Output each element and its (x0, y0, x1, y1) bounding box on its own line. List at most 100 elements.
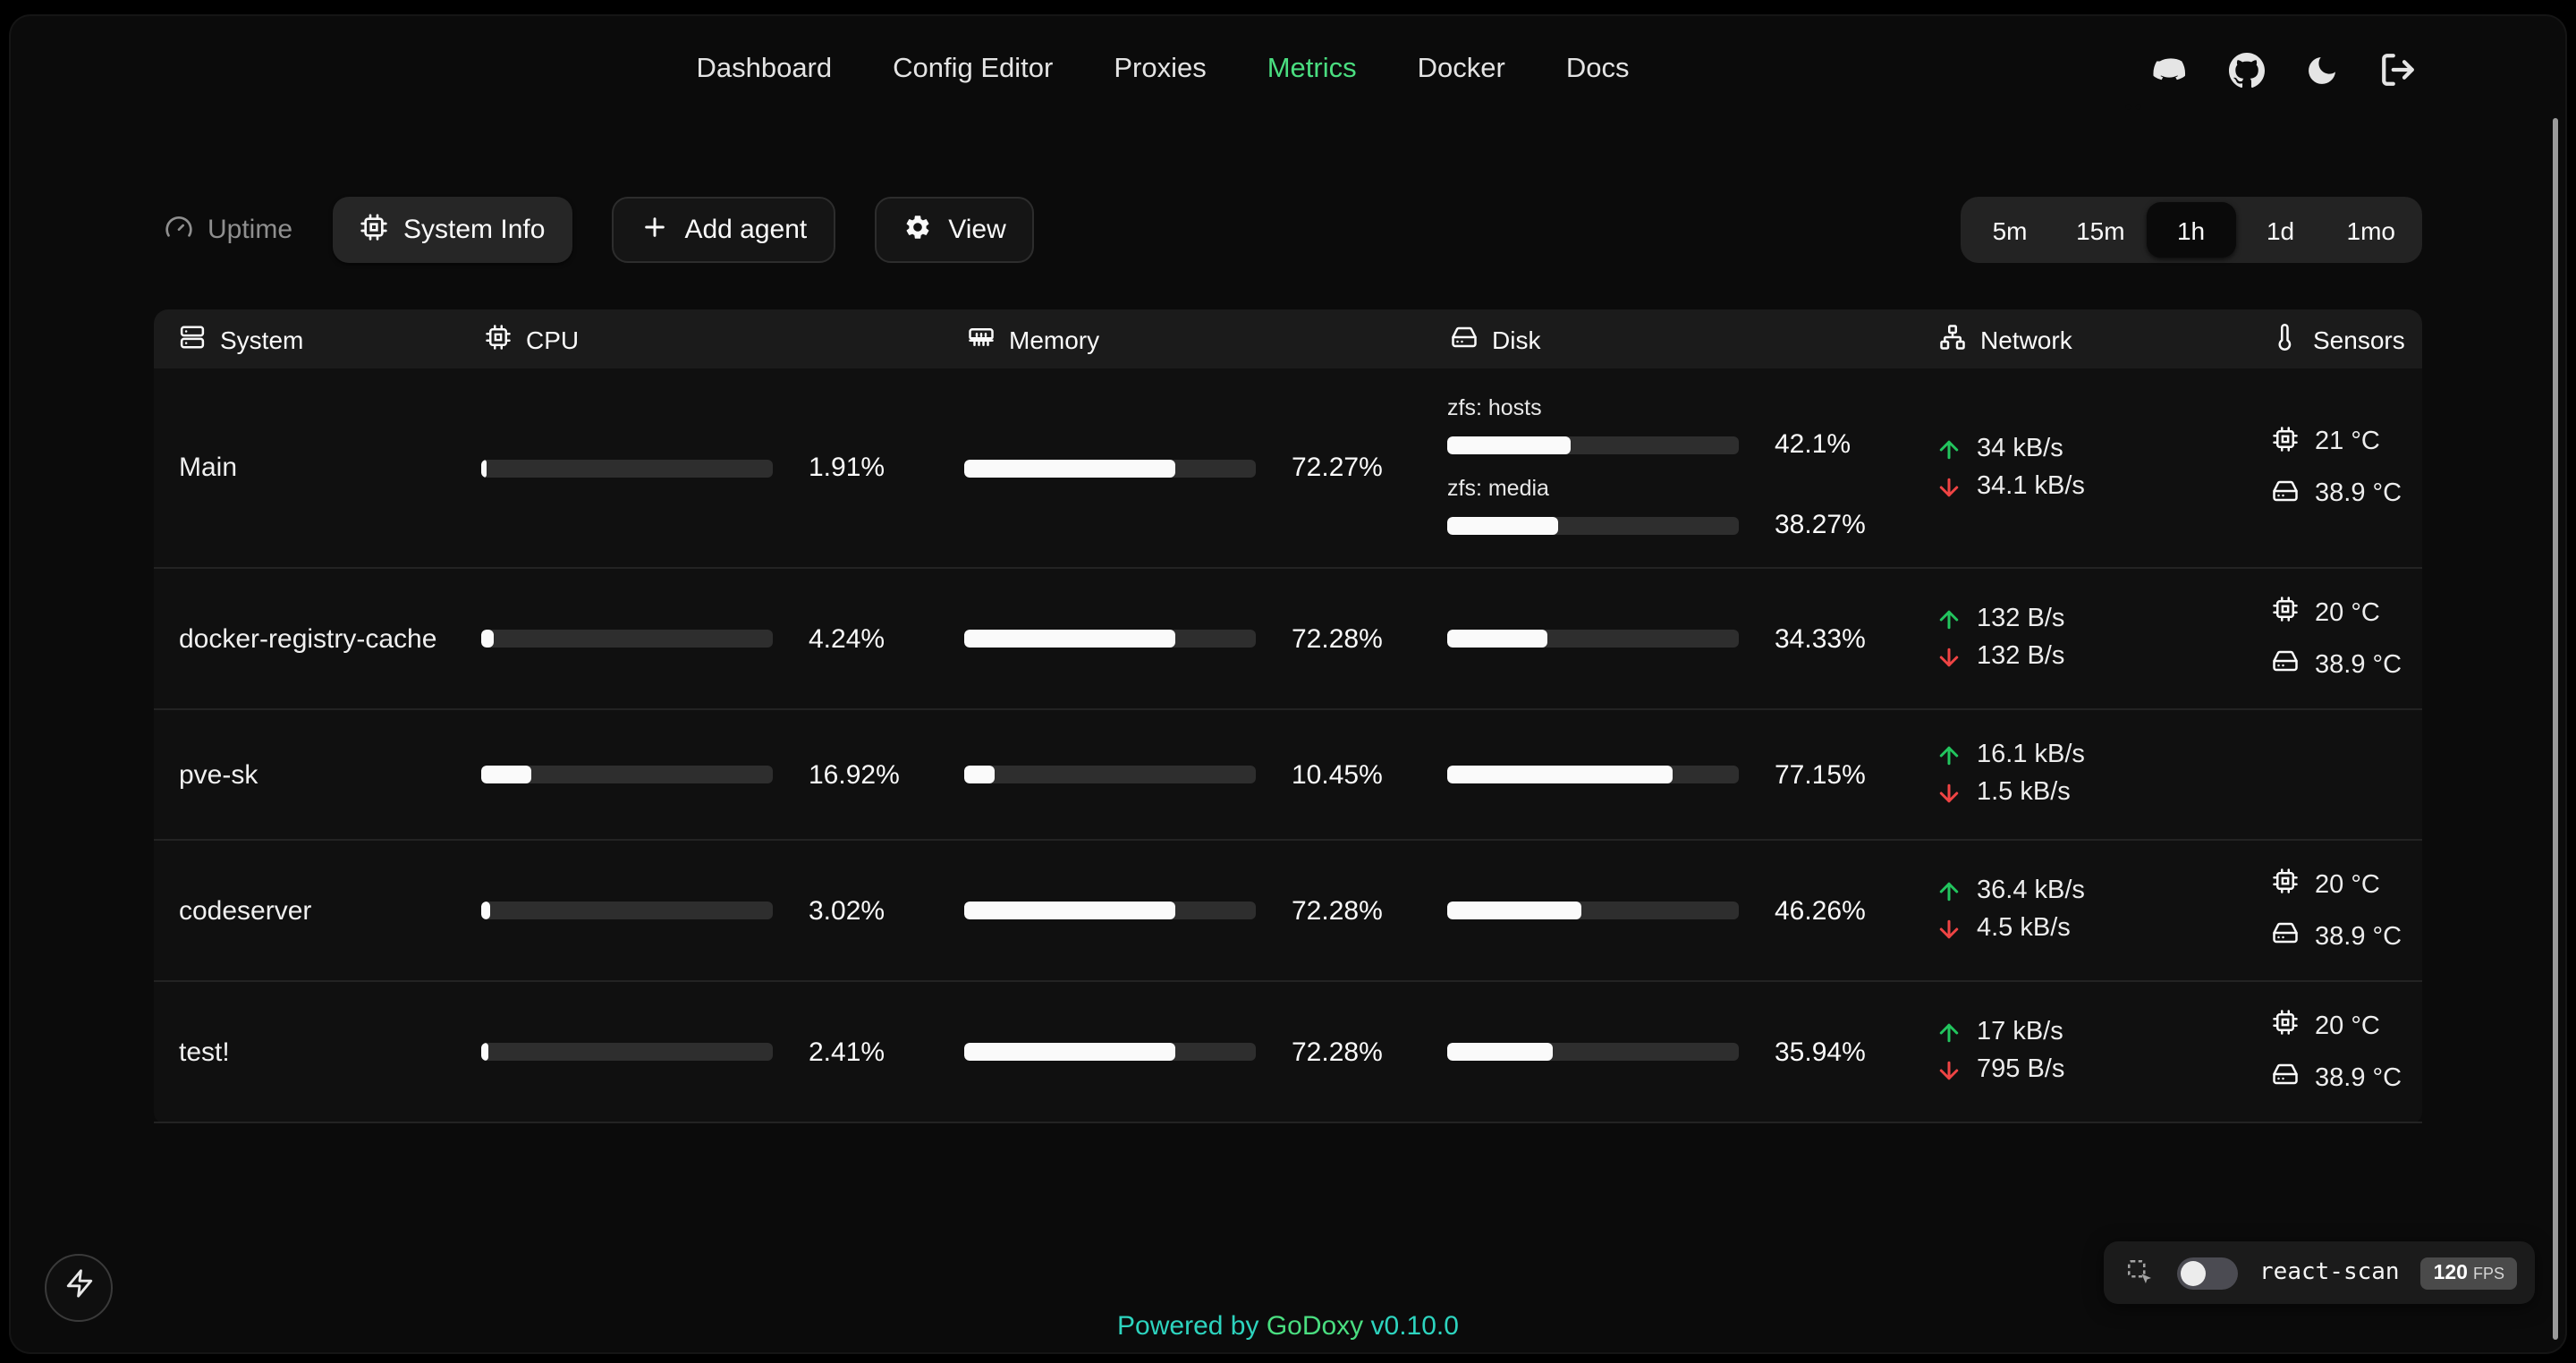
time-range-5m[interactable]: 5m (1992, 216, 2028, 244)
discord-icon[interactable] (2125, 51, 2190, 110)
table-row[interactable]: pve-sk 16.92% 10.45% 77.15% 16.1 kB/s (154, 710, 2422, 841)
quick-actions-button[interactable] (45, 1254, 113, 1322)
download-arrow-icon (1936, 780, 1962, 807)
cpu-chip-icon (359, 212, 387, 248)
cpu-chip-icon (2272, 425, 2299, 459)
memory-cell: 72.28% (964, 623, 1447, 654)
plus-icon (640, 212, 668, 248)
download-speed: 1.5 kB/s (1977, 778, 2071, 807)
gauge-icon (165, 212, 193, 248)
toggle-knob (2181, 1260, 2207, 1285)
thermometer-icon (2272, 323, 2299, 355)
upload-arrow-icon (1936, 436, 1962, 462)
memory-percent: 72.27% (1292, 453, 1383, 483)
logout-icon[interactable] (2379, 51, 2417, 89)
scrollbar-thumb[interactable] (2553, 118, 2558, 1340)
disk-percent: 34.33% (1775, 623, 1866, 654)
time-range-1d[interactable]: 1d (2266, 216, 2295, 244)
disk-usage-bar (1447, 766, 1739, 783)
cpu-usage-bar (481, 902, 773, 919)
nav-item-dashboard[interactable]: Dashboard (696, 54, 833, 84)
nav-item-config-editor[interactable]: Config Editor (893, 54, 1054, 84)
godoxy-link[interactable]: GoDoxy (1266, 1311, 1364, 1342)
system-name: Main (179, 453, 238, 483)
network-cell: 34 kB/s 34.1 kB/s (1936, 430, 2265, 505)
disk-entry: 77.15% (1447, 759, 1936, 790)
cpu-chip-icon (2272, 1009, 2299, 1043)
github-icon[interactable] (2229, 52, 2265, 88)
hard-drive-icon (2272, 919, 2299, 953)
disk-usage-bar (1447, 516, 1739, 534)
nav-item-docker[interactable]: Docker (1417, 54, 1505, 84)
table-row[interactable]: Main 1.91% 72.27% zfs: hosts 42.1% zfs: … (154, 368, 2422, 569)
nav-item-metrics[interactable]: Metrics (1267, 54, 1357, 84)
memory-usage-bar (964, 902, 1256, 919)
cpu-percent: 3.02% (809, 895, 886, 926)
disk-percent: 35.94% (1775, 1037, 1866, 1067)
dark-mode-moon-icon[interactable] (2304, 52, 2340, 88)
system-name: docker-registry-cache (179, 623, 437, 654)
network-cell: 36.4 kB/s 4.5 kB/s (1936, 873, 2265, 948)
table-row[interactable]: test! 2.41% 72.28% 35.94% 17 kB/s (154, 982, 2422, 1123)
disk-entry: 34.33% (1447, 623, 1936, 654)
time-range-15m[interactable]: 15m (2076, 216, 2125, 244)
column-header-cpu: CPU (481, 323, 964, 355)
view-button[interactable]: View (875, 197, 1035, 263)
disk-cell: 77.15% (1447, 759, 1936, 790)
uptime-tab[interactable]: Uptime (154, 212, 292, 248)
system-info-button[interactable]: System Info (332, 197, 572, 263)
disk-cell: zfs: hosts 42.1% zfs: media 38.27% (1447, 395, 1936, 540)
time-range-1mo[interactable]: 1mo (2346, 216, 2395, 244)
cpu-chip-icon (2272, 868, 2299, 902)
footer: Powered by GoDoxy v0.10.0 (9, 1311, 2567, 1342)
memory-percent: 10.45% (1292, 759, 1383, 790)
react-scan-label: react-scan (2259, 1259, 2400, 1286)
disk-cell: 46.26% (1447, 895, 1936, 926)
column-header-sensors: Sensors (2265, 323, 2422, 355)
disk-cell: 35.94% (1447, 1037, 1936, 1067)
disk-temperature: 38.9 °C (2315, 650, 2402, 679)
react-scan-toggle[interactable] (2177, 1257, 2239, 1289)
disk-percent: 38.27% (1775, 510, 1866, 540)
time-range-1h[interactable]: 1h (2146, 202, 2236, 258)
fps-badge: 120 FPS (2420, 1257, 2517, 1289)
sensors-cell: 20 °C 38.9 °C (2265, 868, 2422, 953)
cpu-temperature: 20 °C (2315, 598, 2380, 627)
top-nav: Dashboard Config Editor Proxies Metrics … (9, 14, 2567, 125)
disk-temperature: 38.9 °C (2315, 922, 2402, 951)
cpu-usage-bar (481, 766, 773, 783)
memory-usage-bar (964, 1043, 1256, 1061)
memory-percent: 72.28% (1292, 623, 1383, 654)
nav-item-proxies[interactable]: Proxies (1114, 54, 1207, 84)
cpu-usage-bar (481, 459, 773, 477)
cpu-cell: 3.02% (481, 895, 964, 926)
cpu-chip-icon (2272, 596, 2299, 630)
inspect-icon[interactable] (2125, 1257, 2156, 1288)
column-header-memory: Memory (964, 323, 1447, 355)
upload-arrow-icon (1936, 878, 1962, 905)
download-arrow-icon (1936, 644, 1962, 671)
network-cell: 132 B/s 132 B/s (1936, 601, 2265, 676)
download-speed: 132 B/s (1977, 642, 2065, 671)
download-arrow-icon (1936, 1057, 1962, 1084)
add-agent-button[interactable]: Add agent (611, 197, 836, 263)
memory-usage-bar (964, 766, 1256, 783)
upload-arrow-icon (1936, 1020, 1962, 1046)
memory-percent: 72.28% (1292, 1037, 1383, 1067)
cpu-temperature: 21 °C (2315, 428, 2380, 456)
add-agent-label: Add agent (684, 215, 808, 245)
table-row[interactable]: docker-registry-cache 4.24% 72.28% 34.33… (154, 569, 2422, 710)
memory-percent: 72.28% (1292, 895, 1383, 926)
memory-usage-bar (964, 459, 1256, 477)
metrics-toolbar: Uptime System Info (154, 197, 2422, 263)
cpu-percent: 4.24% (809, 623, 886, 654)
app-window: Dashboard Config Editor Proxies Metrics … (9, 14, 2567, 1354)
disk-usage-bar (1447, 1043, 1739, 1061)
nav-item-docs[interactable]: Docs (1565, 54, 1630, 84)
cpu-usage-bar (481, 630, 773, 648)
cpu-temperature: 20 °C (2315, 870, 2380, 899)
powered-by-text: Powered by (1117, 1311, 1259, 1342)
cpu-percent: 2.41% (809, 1037, 886, 1067)
column-header-network: Network (1936, 323, 2265, 355)
table-row[interactable]: codeserver 3.02% 72.28% 46.26% 36.4 kB/s (154, 841, 2422, 982)
